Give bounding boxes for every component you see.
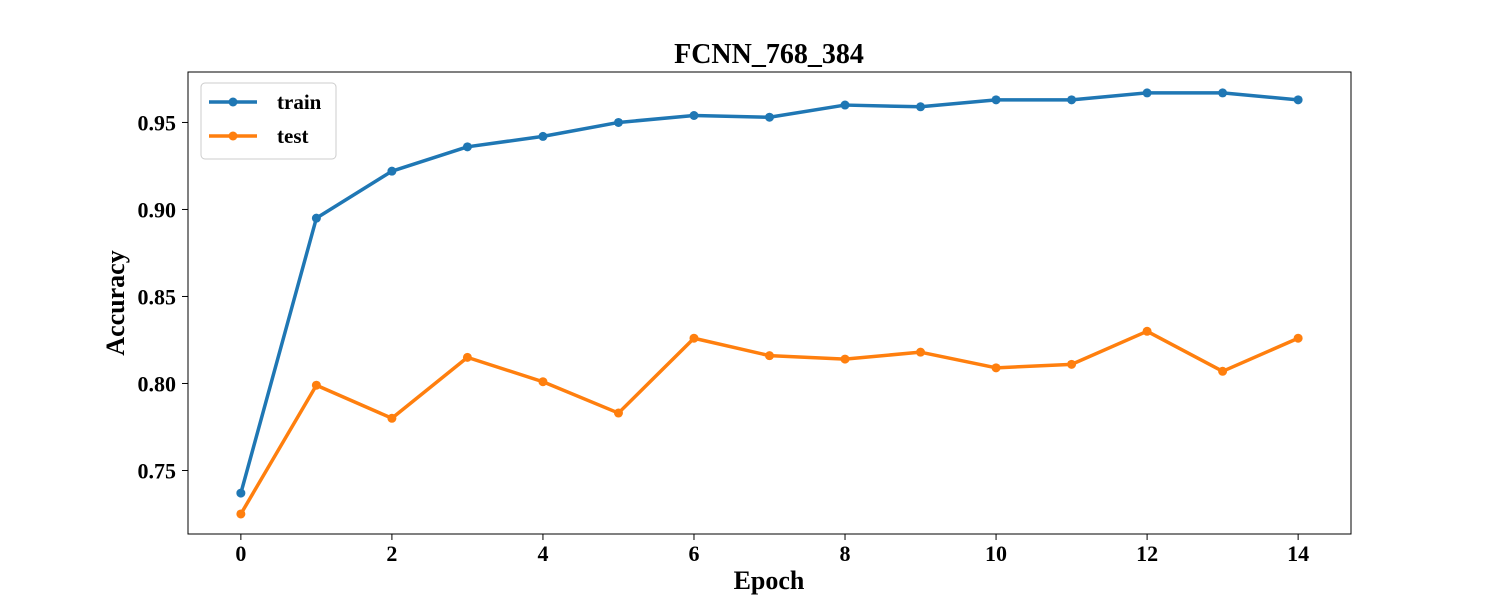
x-tick-label: 14 [1287, 541, 1309, 566]
y-tick-label: 0.80 [138, 371, 177, 396]
test-point [236, 509, 246, 519]
train-point [916, 102, 926, 112]
series-test [236, 326, 1303, 519]
x-axis: 0 2 4 6 8 10 12 14 [235, 534, 1309, 566]
x-tick-label: 10 [985, 541, 1007, 566]
test-point [916, 347, 926, 357]
train-point [387, 166, 397, 176]
train-line [239, 91, 1300, 495]
y-tick-label: 0.85 [138, 284, 177, 309]
test-point [311, 380, 321, 390]
x-tick-label: 8 [840, 541, 851, 566]
train-point [538, 131, 548, 141]
y-axis: 0.75 0.80 0.85 0.90 0.95 [138, 110, 188, 483]
test-point [538, 377, 548, 387]
legend-swatch-marker [228, 131, 238, 141]
y-axis-label: Accuracy [101, 250, 130, 355]
x-tick-label: 2 [386, 541, 397, 566]
test-point [1142, 326, 1152, 336]
test-point [991, 363, 1001, 373]
chart-title: FCNN_768_384 [674, 39, 864, 70]
train-point [765, 112, 774, 122]
legend-item-train: train [209, 90, 322, 114]
test-point [689, 333, 699, 343]
train-point [462, 142, 472, 152]
train-point [613, 117, 623, 127]
series-train [236, 88, 1303, 498]
legend-label: test [277, 124, 308, 148]
x-tick-label: 4 [537, 541, 548, 566]
train-point [689, 111, 699, 121]
legend-item-test: test [209, 124, 308, 148]
y-tick-label: 0.75 [138, 458, 177, 483]
train-point [1142, 88, 1152, 98]
legend: train test [200, 82, 337, 160]
legend-label: train [277, 90, 322, 114]
legend-swatch-marker [228, 97, 238, 107]
train-point [840, 100, 850, 110]
test-point [387, 413, 397, 423]
x-tick-label: 0 [235, 541, 246, 566]
train-point [311, 213, 321, 223]
y-tick-label: 0.95 [138, 110, 177, 135]
x-axis-label: Epoch [734, 566, 805, 595]
train-point [1218, 88, 1228, 98]
train-point [236, 488, 246, 498]
test-point [1067, 359, 1077, 369]
x-tick-label: 6 [688, 541, 699, 566]
x-tick-label: 12 [1136, 541, 1158, 566]
test-point [840, 354, 850, 364]
plot-frame [187, 71, 1352, 535]
train-point [1293, 95, 1303, 105]
series-layer [236, 88, 1303, 519]
test-point [1218, 366, 1228, 376]
y-tick-label: 0.90 [138, 197, 177, 222]
test-point [765, 351, 774, 361]
test-point [1293, 333, 1303, 343]
train-point [1067, 95, 1077, 105]
test-point [462, 352, 472, 362]
train-point [991, 95, 1001, 105]
test-point [613, 408, 623, 418]
